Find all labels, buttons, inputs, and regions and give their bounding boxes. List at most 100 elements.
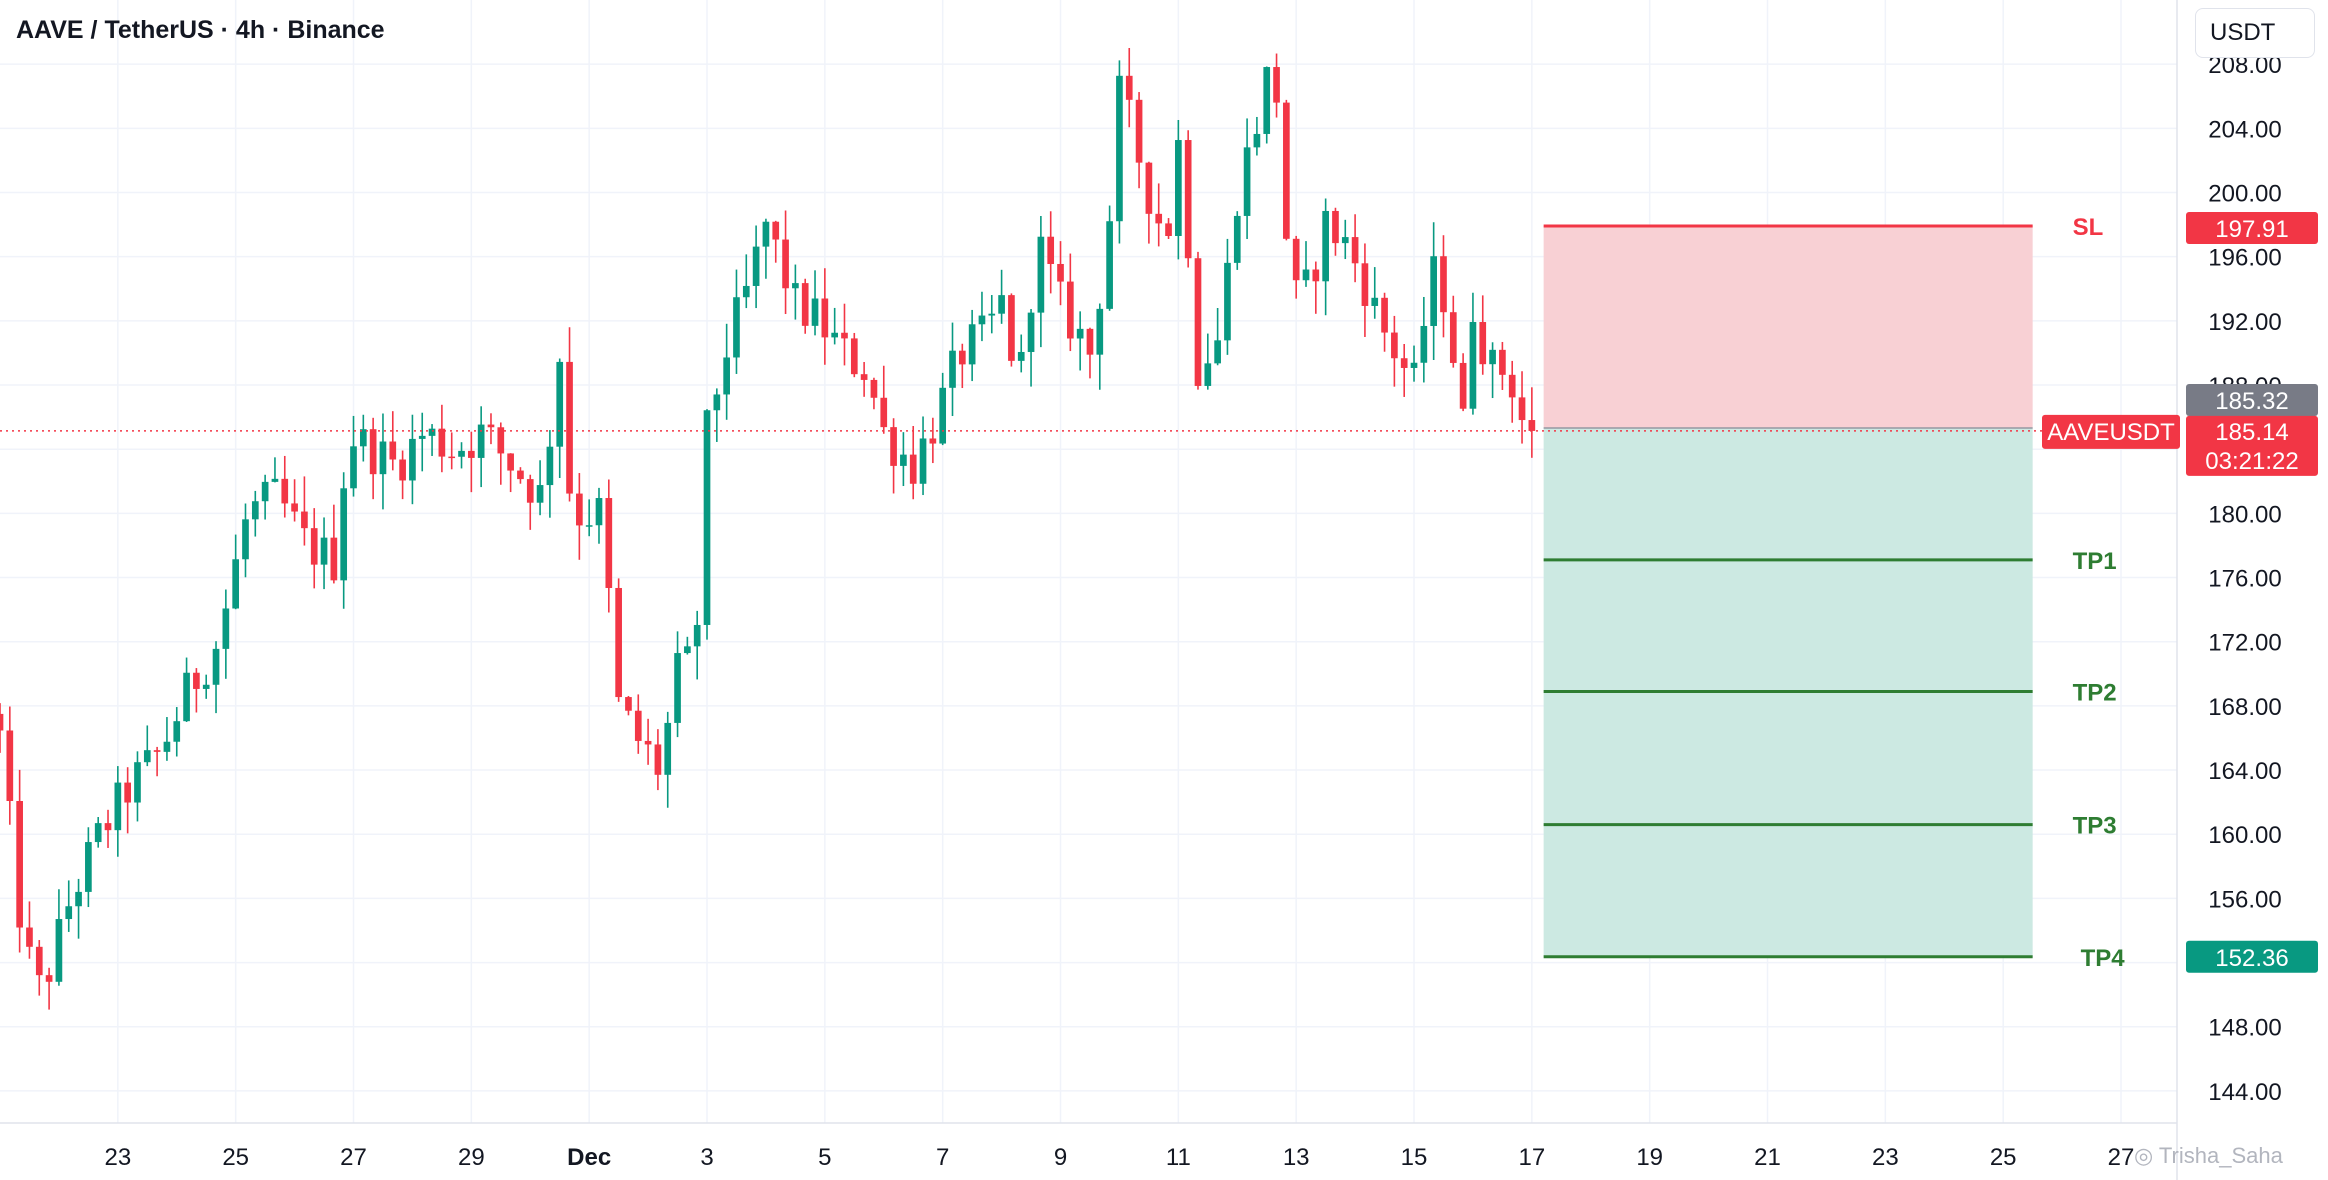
stop-loss-label: SL — [2073, 214, 2104, 241]
candle-body — [0, 713, 4, 731]
candle-body — [1479, 322, 1487, 365]
candle-body — [831, 332, 839, 338]
tp4-price-badge — [2186, 940, 2318, 973]
candle-body — [242, 519, 249, 560]
candle-body — [487, 424, 495, 428]
candle-body — [654, 744, 662, 775]
candle-body — [163, 741, 171, 752]
symbol-tag-label: AAVEUSDT — [2047, 419, 2175, 446]
candle-body — [713, 394, 721, 411]
candle-body — [674, 653, 681, 723]
candle-body — [320, 537, 328, 565]
candle-body — [860, 374, 868, 380]
candle-body — [929, 438, 937, 444]
candle-body — [1096, 308, 1104, 355]
candle-body — [782, 239, 789, 289]
candle-body — [684, 646, 691, 654]
candle-body — [576, 493, 583, 526]
candle-body — [143, 750, 151, 763]
candle-body — [1135, 99, 1143, 163]
candles — [0, 48, 1536, 1010]
candle-body — [556, 361, 564, 447]
candle-body — [468, 450, 475, 458]
candle-body — [742, 285, 750, 298]
candle-body — [477, 424, 485, 458]
take-profit-label: TP2 — [2073, 679, 2117, 706]
time-tick-label: 19 — [1636, 1144, 1663, 1171]
candle-body — [801, 283, 809, 326]
candle-body — [114, 782, 122, 831]
price-tick-label: 180.00 — [2208, 501, 2281, 528]
price-tick-label: 200.00 — [2208, 181, 2281, 208]
take-profit-label: TP4 — [2081, 945, 2126, 972]
candle-body — [75, 891, 82, 907]
candle-body — [26, 927, 33, 947]
candle-body — [978, 315, 986, 325]
candle-body — [536, 485, 544, 503]
candle-body — [703, 410, 711, 625]
candle-body — [919, 438, 927, 484]
candle-body — [517, 470, 524, 480]
candle-body — [566, 361, 573, 494]
candle-body — [1528, 420, 1536, 431]
price-tick-label: 164.00 — [2208, 758, 2281, 785]
candle-body — [870, 379, 878, 398]
last-price: 185.14 — [2215, 419, 2288, 446]
candle-body — [1499, 349, 1506, 375]
candle-body — [958, 350, 966, 365]
candle-body — [94, 823, 102, 843]
candle-body — [1508, 374, 1516, 398]
candle-body — [124, 782, 131, 803]
currency-button[interactable]: USDT — [2195, 8, 2315, 58]
candle-body — [202, 684, 210, 689]
candle-body — [1155, 213, 1163, 224]
candle-body — [1116, 75, 1123, 222]
candle-body — [418, 435, 426, 439]
time-axis[interactable]: 23 25 27 29 Dec 3 5 7 9 11 13 15 17 19 21 23 25 27 — [104, 1144, 2134, 1171]
candle-body — [772, 221, 780, 240]
entry-price-badge — [2186, 384, 2318, 417]
candle-body — [448, 456, 456, 459]
candle-body — [880, 397, 888, 428]
time-tick-label: 27 — [340, 1144, 367, 1171]
watermark-author: Trisha_Saha — [2158, 1143, 2283, 1168]
candle-body — [1243, 147, 1251, 216]
candle-body — [644, 740, 652, 745]
candle-body — [1224, 262, 1231, 341]
candle-body — [1037, 236, 1045, 313]
candle-body — [1312, 269, 1320, 282]
candle-body — [595, 498, 603, 526]
candle-body — [1194, 258, 1202, 386]
time-tick-label: 21 — [1754, 1144, 1781, 1171]
time-tick-label: 17 — [1519, 1144, 1546, 1171]
price-tick-label: 160.00 — [2208, 822, 2281, 849]
candle-body — [261, 481, 269, 502]
price-tick-label: 192.00 — [2208, 309, 2281, 336]
candle-body — [1047, 236, 1055, 264]
candle-body — [291, 503, 298, 512]
candle-body — [850, 338, 858, 375]
tp4-price: 152.36 — [2215, 945, 2288, 972]
candle-body — [134, 762, 141, 803]
candle-body — [792, 283, 799, 289]
candle-body — [507, 453, 514, 471]
candle-body — [399, 459, 406, 481]
candle-body — [458, 450, 465, 457]
candle-body — [409, 438, 416, 481]
symbol-tag — [2042, 414, 2180, 449]
candle-body — [1332, 210, 1339, 244]
candle-body — [35, 946, 43, 976]
candle-body — [438, 428, 446, 457]
candle-body — [340, 488, 348, 581]
candle-body — [379, 441, 387, 475]
take-profit-label: TP1 — [2073, 548, 2117, 575]
entry-price: 185.32 — [2215, 388, 2288, 415]
candle-body — [762, 221, 770, 247]
time-tick-label: 9 — [1054, 1144, 1067, 1171]
candle-body — [1008, 295, 1015, 361]
candle-body — [1400, 358, 1408, 368]
candle-body — [1066, 281, 1074, 339]
candle-body — [1283, 102, 1290, 239]
candle-body — [988, 313, 996, 316]
